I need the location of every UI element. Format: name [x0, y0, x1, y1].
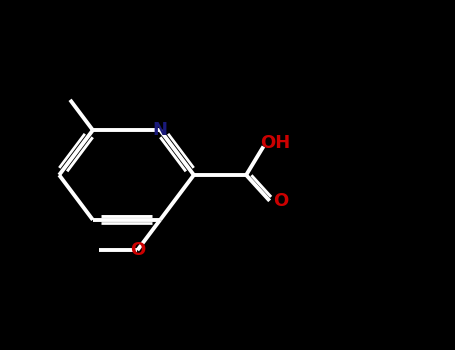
Text: O: O — [273, 192, 288, 210]
Text: O: O — [130, 241, 145, 259]
Text: OH: OH — [260, 134, 290, 152]
Text: N: N — [153, 121, 167, 139]
